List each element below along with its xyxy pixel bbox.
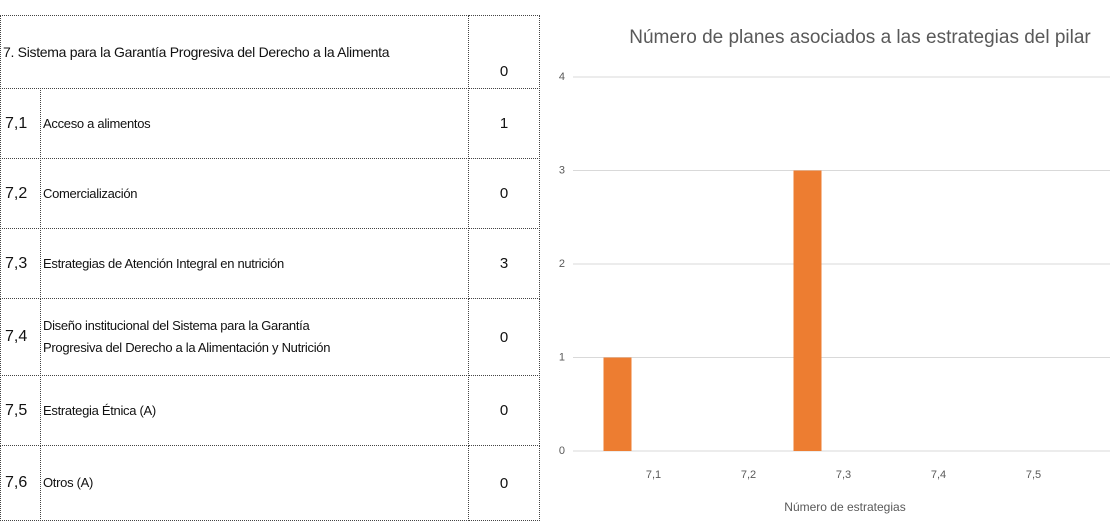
row-label: Estrategias de Atención Integral en nutr… [40, 228, 469, 299]
row-value: 1 [468, 88, 540, 159]
label-line: Diseño institucional del Sistema para la… [43, 318, 310, 333]
label-line: Estrategia Étnica (A) [43, 402, 156, 418]
label-line: Acceso a alimentos [43, 115, 151, 131]
x-tick-label: 7,1 [646, 469, 661, 481]
row-code: 7,4 [0, 298, 41, 376]
row-value: 3 [468, 228, 540, 299]
y-tick-label: 3 [559, 164, 565, 176]
row-code: 7,6 [0, 445, 41, 521]
row-value: 0 [468, 158, 540, 229]
row-value: 0 [468, 298, 540, 376]
bar [793, 170, 822, 451]
row-label: Estrategia Étnica (A) [40, 375, 469, 446]
row-value: 0 [468, 375, 540, 446]
header-value: 0 [468, 15, 540, 89]
label-line: Otros (A) [43, 475, 94, 490]
chart: Número de planes asociados a las estrate… [559, 27, 1110, 514]
row-value: 0 [468, 445, 540, 521]
y-tick-label: 2 [559, 258, 565, 270]
row-code: 7,5 [0, 375, 41, 446]
y-tick-label: 0 [559, 445, 565, 457]
header-label: 7. Sistema para la Garantía Progresiva d… [0, 15, 469, 89]
bar [603, 357, 632, 451]
x-tick-label: 7,4 [931, 469, 946, 481]
x-axis-label: Número de estrategias [784, 500, 905, 514]
label-line: Comercialización [43, 185, 138, 201]
y-tick-label: 4 [559, 71, 565, 83]
label-line: Progresiva del Derecho a la Alimentación… [43, 340, 331, 355]
row-label: Acceso a alimentos [40, 88, 469, 159]
label-line: Estrategias de Atención Integral en nutr… [43, 255, 284, 271]
row-code: 7,2 [0, 158, 41, 229]
row-label: Comercialización [40, 158, 469, 229]
x-tick-label: 7,5 [1026, 469, 1041, 481]
x-tick-label: 7,2 [741, 469, 756, 481]
row-code: 7,1 [0, 88, 41, 159]
chart-title: Número de planes asociados a las estrate… [629, 27, 1091, 48]
y-tick-label: 1 [559, 351, 565, 363]
row-code: 7,3 [0, 228, 41, 299]
x-tick-label: 7,3 [836, 469, 851, 481]
row-label: Otros (A) [40, 445, 469, 521]
row-label: Diseño institucional del Sistema para la… [40, 298, 469, 376]
